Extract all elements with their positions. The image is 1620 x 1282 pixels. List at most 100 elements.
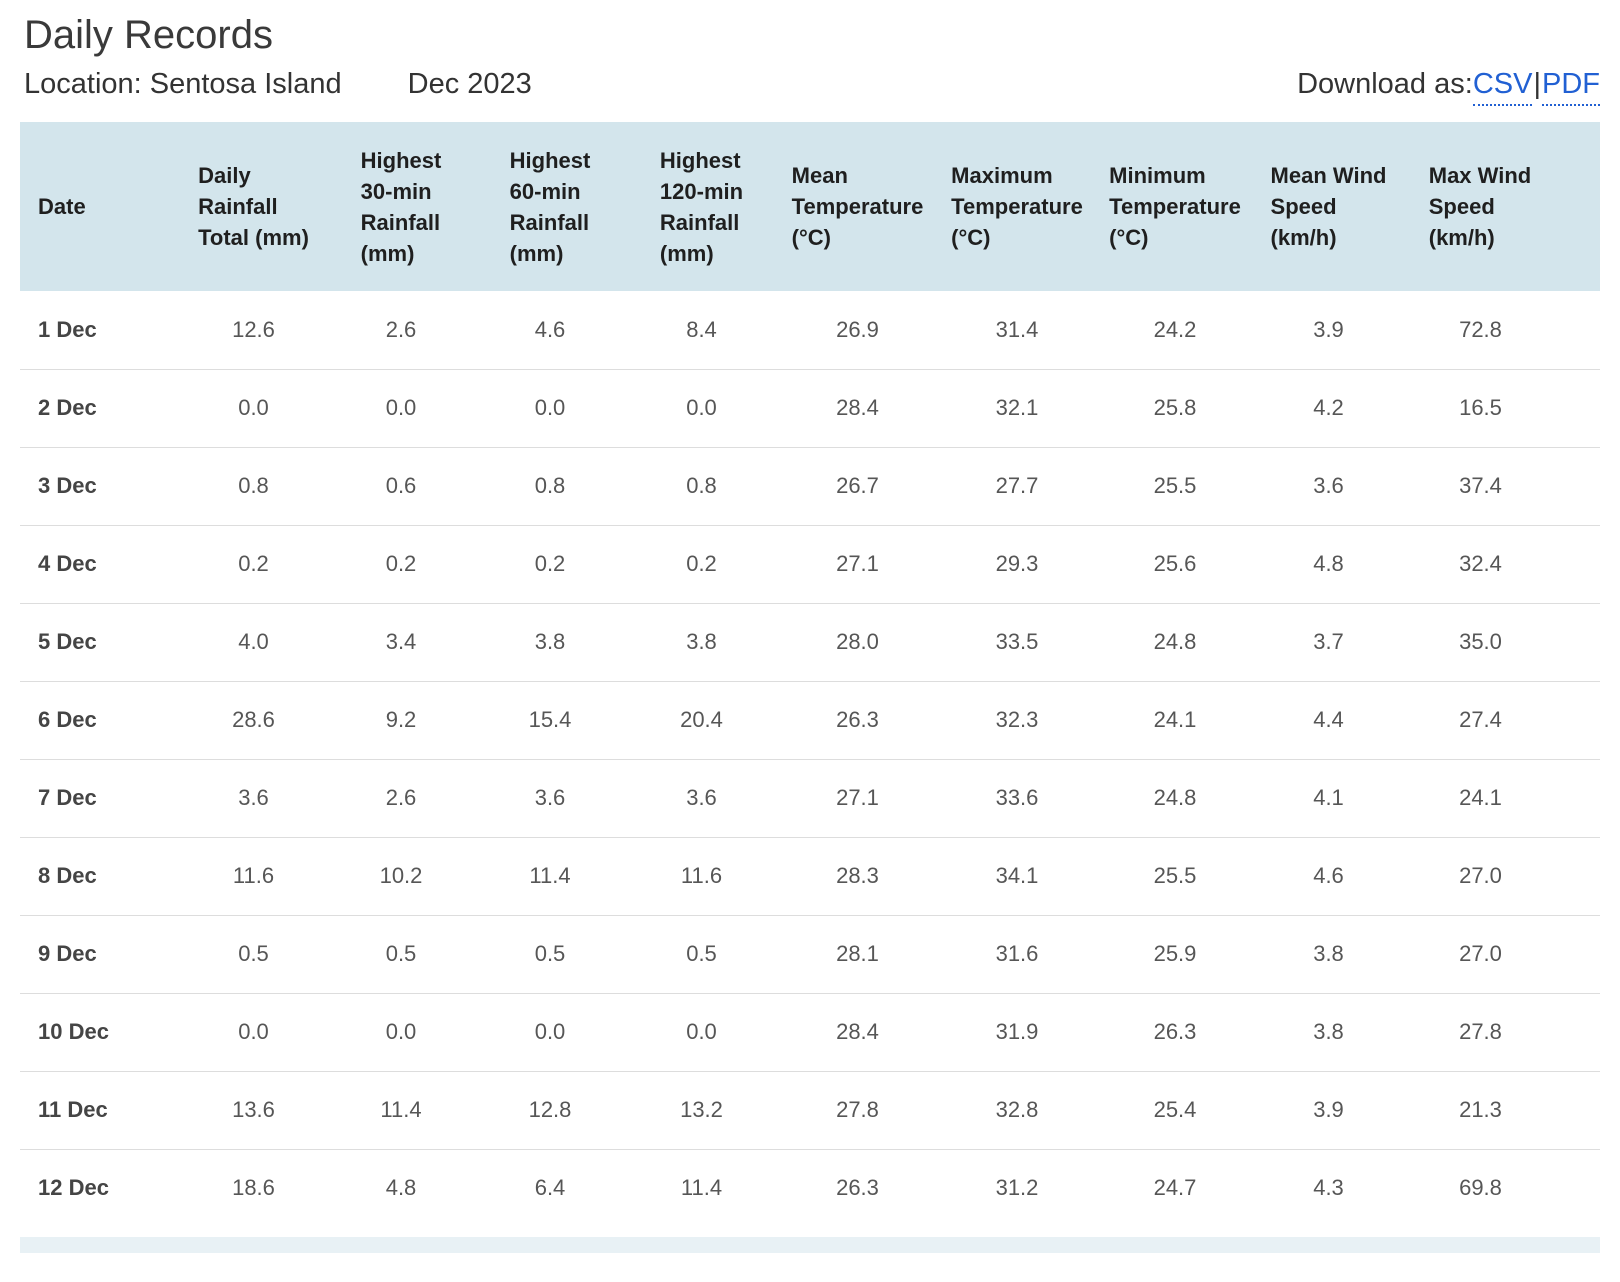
value-cell: 72.8 xyxy=(1459,316,1502,342)
table-row: 4 Dec 0.2 0.2 0.2 0.2 27.1 29.3 25.6 4.8 32.4 xyxy=(20,524,1600,603)
value-cell: 31.9 xyxy=(937,992,1097,1071)
column-header-mean-wind-speed: Mean Wind Speed (km/h) xyxy=(1253,122,1404,291)
value-cell: 35.0 xyxy=(1404,602,1600,681)
column-header-highest-60min-rainfall: Highest 60-min Rainfall (mm) xyxy=(475,122,625,291)
column-header-daily-rainfall-total: Daily Rainfall Total (mm) xyxy=(180,122,327,291)
value-cell: 37.4 xyxy=(1404,446,1600,525)
value-cell: 24.8 xyxy=(1097,602,1253,681)
value-cell: 24.1 xyxy=(1097,680,1253,759)
value-cell: 3.9 xyxy=(1313,316,1344,342)
value-cell: 0.2 xyxy=(475,524,625,603)
table-row: 7 Dec 3.6 2.6 3.6 3.6 27.1 33.6 24.8 4.1 24.1 xyxy=(20,758,1600,837)
value-cell: 4.6 xyxy=(1253,836,1404,915)
value-cell: 27.1 xyxy=(778,758,937,837)
value-cell: 11.4 xyxy=(327,1070,475,1149)
value-cell: 15.4 xyxy=(475,680,625,759)
date-cell: 5 Dec xyxy=(20,602,180,681)
column-header-minimum-temperature: Minimum Temperature (°C) xyxy=(1097,122,1253,291)
next-row-partial-strip xyxy=(20,1237,1600,1253)
value-cell: 32.8 xyxy=(937,1070,1097,1149)
value-cell: 31.6 xyxy=(937,914,1097,993)
column-header-label: Minimum Temperature (°C) xyxy=(1109,163,1241,250)
link-separator: | xyxy=(1533,68,1541,100)
value-cell: 32.4 xyxy=(1404,524,1600,603)
value-cell: 0.0 xyxy=(327,992,475,1071)
value-cell: 16.5 xyxy=(1404,368,1600,447)
value-cell: 27.0 xyxy=(1404,836,1600,915)
value-cell: 24.2 xyxy=(1153,316,1197,342)
value-cell: 24.8 xyxy=(1097,758,1253,837)
value-cell: 28.4 xyxy=(778,992,937,1071)
location-line: Location: Sentosa Island xyxy=(24,68,342,101)
date-cell: 10 Dec xyxy=(20,992,180,1071)
value-cell: 27.8 xyxy=(1404,992,1600,1071)
column-header-label: Maximum Temperature (°C) xyxy=(951,163,1083,250)
value-cell: 11.4 xyxy=(475,836,625,915)
value-cell: 27.1 xyxy=(778,524,937,603)
column-header-label: Date xyxy=(38,194,86,219)
value-cell: 2.6 xyxy=(385,316,417,342)
value-cell: 13.6 xyxy=(180,1070,327,1149)
value-cell: 4.4 xyxy=(1253,680,1404,759)
value-cell: 4.2 xyxy=(1253,368,1404,447)
column-header-label: Highest 30-min Rainfall (mm) xyxy=(360,147,442,266)
value-cell: 0.0 xyxy=(625,368,778,447)
value-cell: 21.3 xyxy=(1404,1070,1600,1149)
value-cell: 27.7 xyxy=(937,446,1097,525)
location-label: Location: xyxy=(24,68,142,100)
value-cell: 0.5 xyxy=(475,914,625,993)
column-header-date: Date xyxy=(20,122,180,291)
column-header-label: Highest 120-min Rainfall (mm) xyxy=(659,147,744,266)
value-cell: 33.6 xyxy=(937,758,1097,837)
value-cell: 6.4 xyxy=(475,1148,625,1227)
value-cell: 0.0 xyxy=(625,992,778,1071)
value-cell: 0.5 xyxy=(625,914,778,993)
value-cell: 0.0 xyxy=(180,368,327,447)
date-cell: 6 Dec xyxy=(20,680,180,759)
value-cell: 25.8 xyxy=(1097,368,1253,447)
date-cell: 9 Dec xyxy=(20,914,180,993)
column-header-label: Mean Temperature (°C) xyxy=(791,163,924,250)
value-cell: 4.1 xyxy=(1253,758,1404,837)
value-cell: 27.8 xyxy=(778,1070,937,1149)
value-cell: 28.4 xyxy=(778,368,937,447)
value-cell: 9.2 xyxy=(327,680,475,759)
month-value: Dec 2023 xyxy=(407,68,532,100)
date-cell: 3 Dec xyxy=(20,446,180,525)
table-row: 11 Dec 13.6 11.4 12.8 13.2 27.8 32.8 25.4 3.9 21.… xyxy=(20,1070,1600,1149)
value-cell: 3.6 xyxy=(180,758,327,837)
column-header-label: Max Wind Speed (km/h) xyxy=(1428,163,1532,250)
value-cell: 13.2 xyxy=(625,1070,778,1149)
download-pdf-link[interactable]: PDF xyxy=(1542,68,1600,106)
daily-records-table: Date Daily Rainfall Total (mm) Highest 30-… xyxy=(20,122,1600,1227)
date-cell: 8 Dec xyxy=(20,836,180,915)
value-cell: 28.3 xyxy=(778,836,937,915)
value-cell: 4.8 xyxy=(327,1148,475,1227)
value-cell: 25.4 xyxy=(1097,1070,1253,1149)
value-cell: 3.8 xyxy=(625,602,778,681)
value-cell: 0.5 xyxy=(327,914,475,993)
download-label: Download as: xyxy=(1297,68,1473,100)
value-cell: 10.2 xyxy=(327,836,475,915)
value-cell: 0.2 xyxy=(625,524,778,603)
value-cell: 11.6 xyxy=(180,836,327,915)
value-cell: 26.3 xyxy=(778,1148,937,1227)
value-cell: 0.6 xyxy=(327,446,475,525)
download-section: Download as: CSV | PDF xyxy=(1297,68,1600,106)
table-row: 2 Dec 0.0 0.0 0.0 0.0 28.4 32.1 25.8 4.2 16.5 xyxy=(20,368,1600,447)
value-cell: 12.6 xyxy=(232,316,275,342)
value-cell: 0.8 xyxy=(180,446,327,525)
daily-records-page: Daily Records Location: Sentosa Island D… xyxy=(0,12,1620,1253)
value-cell: 32.3 xyxy=(937,680,1097,759)
value-cell: 26.7 xyxy=(778,446,937,525)
download-csv-link[interactable]: CSV xyxy=(1472,68,1533,106)
value-cell: 26.3 xyxy=(778,680,937,759)
value-cell: 8.4 xyxy=(686,316,717,342)
location-and-month: Location: Sentosa Island Dec 2023 xyxy=(24,68,532,101)
value-cell: 34.1 xyxy=(937,836,1097,915)
value-cell: 31.4 xyxy=(995,316,1039,342)
value-cell: 20.4 xyxy=(625,680,778,759)
value-cell: 28.6 xyxy=(180,680,327,759)
column-header-max-wind-speed: Max Wind Speed (km/h) xyxy=(1404,122,1600,291)
date-cell: 12 Dec xyxy=(20,1148,180,1227)
